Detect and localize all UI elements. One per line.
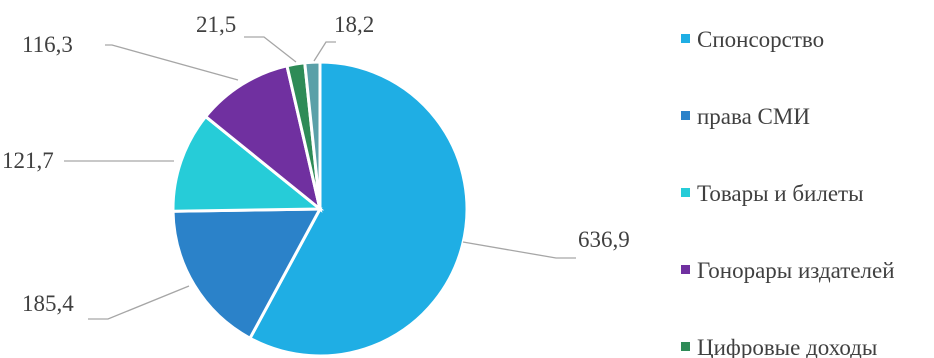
- data-label-5: 21,5: [196, 12, 236, 37]
- legend-swatch-1: [681, 34, 690, 43]
- leader-lines: [64, 36, 576, 320]
- legend-label-1: Спонсорство: [697, 27, 824, 52]
- data-label-4: 116,3: [22, 32, 73, 57]
- legend-label-3: Товары и билеты: [697, 181, 864, 206]
- legend-swatch-2: [681, 111, 690, 120]
- legend-swatch-5: [681, 342, 690, 351]
- data-label-2: 185,4: [22, 291, 74, 316]
- leader-line-5: [244, 36, 297, 63]
- data-label-3: 121,7: [2, 148, 54, 173]
- legend-label-5: Цифровые доходы: [697, 335, 877, 358]
- legend: Спонсорство права СМИ Товары и билеты Гонор…: [681, 27, 895, 358]
- data-label-1: 636,9: [578, 227, 630, 252]
- pie-slice-4: [203, 63, 323, 213]
- leader-line-1: [462, 241, 576, 259]
- leader-line-4: [105, 44, 239, 81]
- data-labels: 636,9 185,4 121,7 116,3 21,5 18,2: [2, 12, 630, 316]
- pie-slices: [171, 60, 469, 358]
- pie-slice-6: [303, 60, 322, 210]
- legend-swatch-4: [681, 265, 690, 274]
- data-label-6: 18,2: [334, 12, 374, 37]
- pie-slice-3: [171, 114, 325, 213]
- legend-label-2: права СМИ: [697, 104, 810, 129]
- leader-line-6: [313, 41, 336, 62]
- legend-swatch-3: [681, 188, 690, 197]
- pie-slice-1: [247, 60, 469, 358]
- leader-line-2: [88, 285, 190, 320]
- pie-slice-2: [171, 207, 323, 341]
- legend-label-4: Гонорары издателей: [697, 258, 895, 283]
